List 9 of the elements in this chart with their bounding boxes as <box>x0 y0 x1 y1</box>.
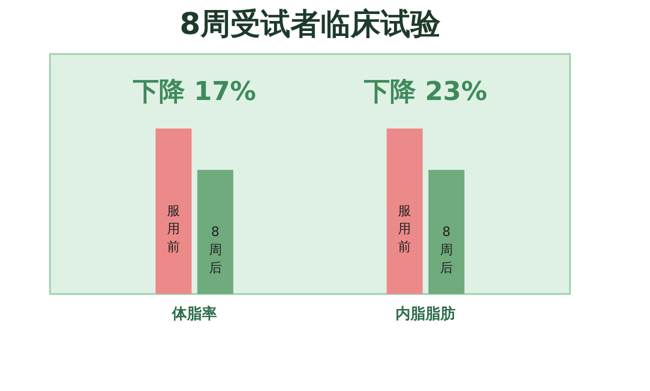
x-tick-label: 内脂脂肪 <box>396 304 456 322</box>
text: 8周后 <box>440 224 453 276</box>
text: 下降 17% <box>132 77 256 107</box>
chart-title: 8周受试者临床试验 <box>180 7 442 42</box>
series-label: 服用前 <box>167 204 180 256</box>
series-label: 8周后 <box>208 224 222 276</box>
text: 服用前 <box>398 204 412 256</box>
text: 下降 23% <box>362 77 488 107</box>
x-tick-label: 体脂率 <box>170 304 217 322</box>
